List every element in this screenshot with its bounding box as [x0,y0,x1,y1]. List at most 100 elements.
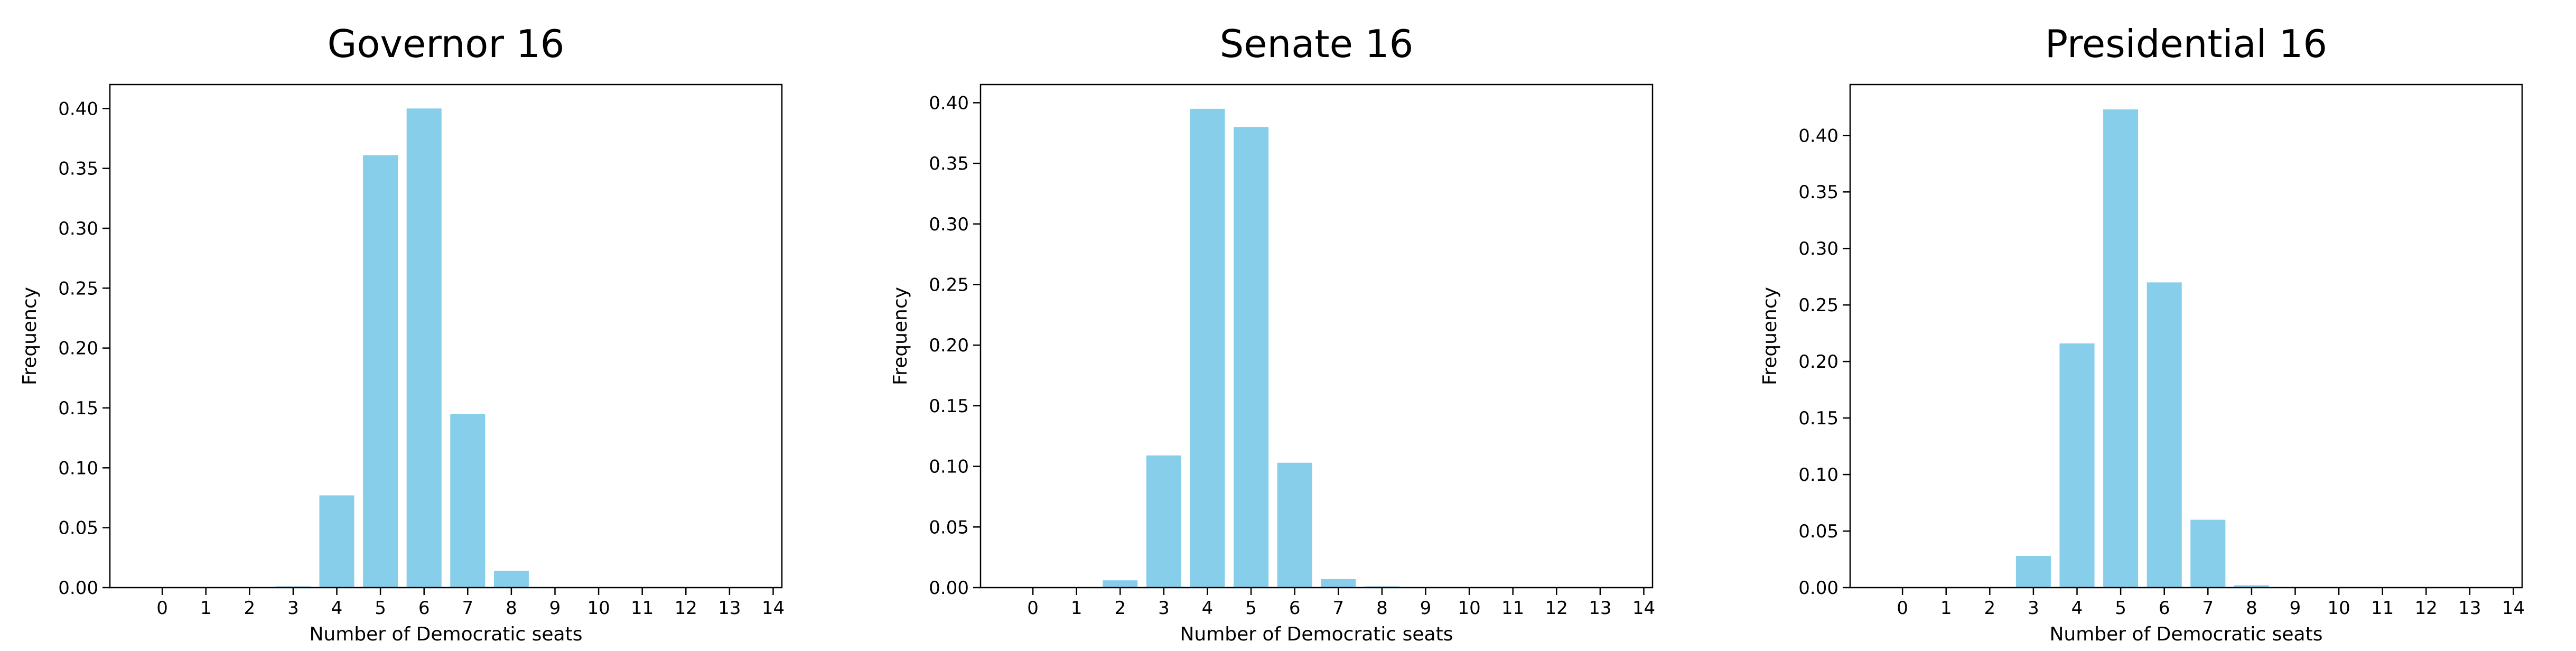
y-tick-label: 0.05 [929,517,969,538]
x-tick-label: 8 [2246,598,2257,619]
bar-5 [2103,109,2139,588]
y-tick-label: 0.00 [1798,578,1838,599]
chart-panel-1: Senate 160 1 2 3 4 5 6 7 8 9 10 11 12 13 140.000.050.1… [890,22,1655,645]
y-tick-label: 0.05 [58,518,98,539]
x-tick-label: 5 [1245,598,1257,619]
x-tick-label: 9 [1420,598,1432,619]
y-tick-label: 0.15 [929,396,969,417]
x-tick-label: 2 [1114,598,1126,619]
y-tick-label: 0.00 [929,578,969,599]
x-tick-label: 12 [2415,598,2438,619]
x-tick-label: 4 [2071,598,2083,619]
plot-frame [109,83,783,589]
bar-2 [1103,580,1138,588]
x-tick-label: 6 [1289,598,1301,619]
x-tick-label: 5 [375,598,386,619]
x-tick-label: 1 [200,598,212,619]
x-tick-label: 1 [1940,598,1952,619]
plot-frame [979,83,1654,589]
x-tick-label: 10 [2327,598,2350,619]
bar-5 [363,155,398,588]
chart-panel-0: Governor 160 1 2 3 4 5 6 7 8 9 10 11 12 13 140.000.050… [19,22,785,645]
bar-8 [493,571,529,588]
x-tick-label: 6 [2159,598,2170,619]
y-tick-label: 0.30 [1798,238,1838,259]
plot-frame [1849,83,2523,589]
y-tick-label: 0.10 [58,458,98,479]
y-tick-label: 0.15 [58,398,98,419]
bar-7 [2190,519,2226,588]
x-tick-label: 2 [1984,598,1995,619]
x-tick-label: 3 [2028,598,2039,619]
bar-6 [2146,282,2182,588]
bar-5 [1234,127,1269,588]
x-tick-label: 13 [718,598,741,619]
x-tick-label: 10 [587,598,610,619]
x-tick-label: 8 [1376,598,1388,619]
y-tick-label: 0.30 [58,218,98,239]
x-tick-label: 0 [1027,598,1039,619]
x-tick-label: 13 [2458,598,2481,619]
x-tick-label: 7 [2202,598,2214,619]
x-tick-label: 0 [1897,598,1908,619]
chart-title: Senate 16 [1220,22,1414,66]
x-tick-label: 9 [549,598,561,619]
x-tick-label: 4 [1202,598,1214,619]
x-axis-label: Number of Democratic seats [309,624,582,645]
x-tick-label: 12 [1545,598,1568,619]
x-tick-label: 4 [331,598,343,619]
y-tick-label: 0.10 [1798,464,1838,486]
x-tick-label: 14 [762,598,785,619]
y-tick-label: 0.35 [58,159,98,180]
y-tick-label: 0.40 [58,98,98,119]
x-axis-label: Number of Democratic seats [1180,624,1453,645]
y-tick-label: 0.25 [58,278,98,299]
x-tick-label: 9 [2290,598,2301,619]
x-tick-label: 1 [1071,598,1082,619]
bar-4 [2059,343,2095,588]
y-tick-label: 0.25 [1798,295,1838,316]
y-tick-label: 0.20 [1798,351,1838,373]
x-axis-label: Number of Democratic seats [2049,624,2322,645]
x-tick-label: 2 [244,598,255,619]
y-tick-label: 0.30 [929,214,969,235]
y-tick-label: 0.05 [1798,521,1838,542]
x-tick-label: 13 [1589,598,1611,619]
bar-4 [1190,108,1225,588]
y-tick-label: 0.00 [58,578,98,599]
bar-6 [1277,462,1312,588]
x-tick-label: 3 [1158,598,1170,619]
x-tick-label: 0 [156,598,168,619]
x-tick-label: 8 [506,598,517,619]
x-tick-label: 10 [1458,598,1480,619]
chart-title: Presidential 16 [2045,22,2327,66]
y-tick-label: 0.10 [929,457,969,478]
x-tick-label: 14 [1632,598,1655,619]
bar-3 [1146,455,1181,588]
x-tick-label: 3 [287,598,299,619]
x-tick-label: 12 [675,598,697,619]
x-tick-label: 7 [1332,598,1344,619]
bar-4 [319,495,354,588]
bar-6 [406,108,442,588]
y-tick-label: 0.20 [929,335,969,356]
x-tick-label: 5 [2115,598,2126,619]
x-tick-label: 11 [631,598,654,619]
x-tick-label: 11 [1501,598,1524,619]
bar-7 [1321,579,1356,588]
x-tick-label: 7 [462,598,473,619]
x-tick-label: 11 [2371,598,2394,619]
y-axis-label: Frequency [890,287,911,385]
y-tick-label: 0.15 [1798,408,1838,429]
y-tick-label: 0.35 [929,153,969,174]
chart-panel-2: Presidential 160 1 2 3 4 5 6 7 8 9 10 11 12 13 140.000… [1759,22,2525,645]
y-tick-label: 0.25 [929,275,969,296]
y-axis-label: Frequency [1759,287,1781,385]
x-tick-label: 14 [2502,598,2525,619]
y-tick-label: 0.20 [58,338,98,359]
y-axis-label: Frequency [19,287,41,385]
y-tick-label: 0.40 [1798,125,1838,146]
y-tick-label: 0.40 [929,92,969,114]
